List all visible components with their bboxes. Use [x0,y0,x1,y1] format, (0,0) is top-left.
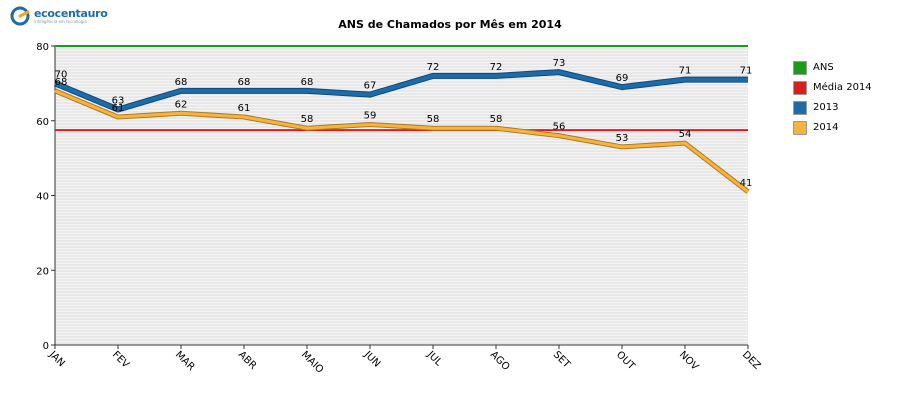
x-tick-label: DEZ [740,349,763,372]
legend-swatch [793,61,807,75]
data-label-2013: 68 [238,77,251,88]
y-tick-label: 20 [36,266,49,277]
data-label-2014: 54 [679,129,692,140]
brand-logo: ecocentauro inteligência em tecnologia [10,4,120,26]
x-tick-label: JAN [46,349,67,370]
data-label-2013: 72 [427,62,440,73]
data-label-2014: 59 [364,110,377,121]
x-tick-label: AGO [488,349,512,373]
data-label-2013: 72 [490,62,503,73]
chart-title: ANS de Chamados por Mês em 2014 [338,18,562,31]
data-label-2013: 73 [553,58,566,69]
x-tick-label: NOV [677,349,700,372]
y-tick-label: 0 [43,341,49,352]
data-label-2014: 41 [740,178,753,189]
series-2014-line [54,89,749,193]
data-label-2013: 71 [740,66,753,77]
data-label-2014: 68 [55,77,68,88]
data-label-2014: 61 [112,103,125,114]
x-tick-label: MAIO [299,349,325,375]
x-tick-label: JUL [424,349,444,369]
x-tick-label: JUN [361,349,382,370]
legend-label: 2014 [813,122,839,133]
logo-icon [10,6,30,26]
y-tick-label: 60 [36,117,49,128]
logo-name: ecocentauro [34,7,108,20]
data-label-2014: 58 [427,114,440,125]
legend-label: Média 2014 [813,82,872,93]
legend-swatch [793,101,807,115]
logo-tagline: inteligência em tecnologia [34,19,87,24]
data-label-2014: 56 [553,122,566,133]
data-label-2013: 63 [112,96,125,107]
x-tick-label: FEV [110,349,131,370]
x-tick-label: MAR [173,349,197,373]
data-label-2014: 61 [238,103,251,114]
series-2013-line [54,70,748,112]
legend-label: ANS [813,62,834,73]
data-label-2013: 69 [616,73,629,84]
x-tick-label: OUT [614,349,637,372]
data-label-2013: 70 [55,69,68,80]
data-label-2013: 68 [301,77,314,88]
y-tick-label: 40 [36,192,49,203]
x-tick-label: ABR [236,349,258,371]
data-label-2013: 68 [175,77,188,88]
data-label-2014: 62 [175,99,188,110]
legend-label: 2013 [813,102,839,113]
legend-swatch [793,81,807,95]
y-tick-label: 80 [36,42,49,53]
data-label-2014: 58 [490,114,503,125]
data-label-2014: 58 [301,114,314,125]
data-label-2014: 53 [616,133,629,144]
x-tick-label: SET [551,349,573,371]
data-label-2013: 71 [679,66,692,77]
legend-swatch [793,121,807,135]
data-label-2013: 67 [364,81,377,92]
